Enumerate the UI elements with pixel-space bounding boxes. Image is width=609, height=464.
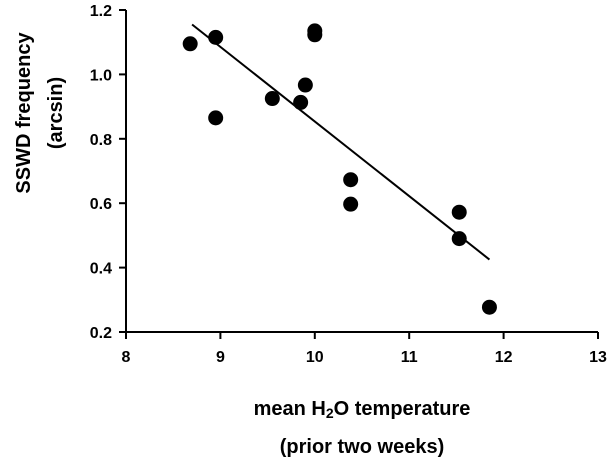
trendline-group	[191, 23, 491, 261]
y-axis-title-line2: (arcsin)	[45, 76, 67, 150]
y-tick-label: 1.2	[90, 3, 112, 20]
x-axis-title-subscript: 2	[325, 405, 334, 421]
y-tick-label: 0.6	[90, 196, 112, 213]
x-tick-label: 12	[495, 349, 513, 366]
y-axis-title-line1: SSWD frequency	[13, 32, 35, 194]
x-axis-title: mean H2O temperature (prior two weeks)	[126, 392, 598, 464]
data-point	[307, 27, 323, 43]
x-axis-title-line2: (prior two weeks)	[279, 436, 445, 458]
x-tick-label: 11	[401, 349, 418, 366]
y-axis-title: SSWD frequency (arcsin)	[8, 0, 88, 345]
x-axis-title-prefix: mean H	[253, 398, 326, 420]
data-point	[297, 77, 313, 93]
y-tick-label: 1.0	[90, 67, 112, 84]
x-tick-label: 13	[589, 349, 607, 366]
x-tick-label: 8	[122, 349, 131, 366]
x-axis-title-line1: mean H2O temperature	[126, 392, 598, 430]
ticks: 0.2 0.4 0.6 0.8 1.0 1.2 8 9 10 11 12 13	[90, 3, 607, 366]
y-tick-label: 0.8	[90, 132, 112, 149]
y-tick-label: 0.4	[90, 261, 112, 278]
data-point	[182, 36, 198, 52]
axes	[125, 10, 598, 333]
data-point	[343, 196, 359, 212]
data-point	[451, 231, 467, 247]
trendline	[191, 23, 491, 261]
x-axis-title-suffix: O temperature	[333, 398, 471, 420]
x-tick-label: 9	[216, 349, 225, 366]
data-point	[343, 172, 359, 188]
data-points	[182, 23, 497, 315]
data-point	[208, 110, 224, 126]
data-point	[264, 91, 280, 107]
x-tick-label: 10	[306, 349, 324, 366]
data-point	[293, 94, 309, 110]
data-point	[481, 299, 497, 315]
data-point	[208, 29, 224, 45]
y-tick-label: 0.2	[90, 325, 112, 342]
data-point	[451, 204, 467, 220]
